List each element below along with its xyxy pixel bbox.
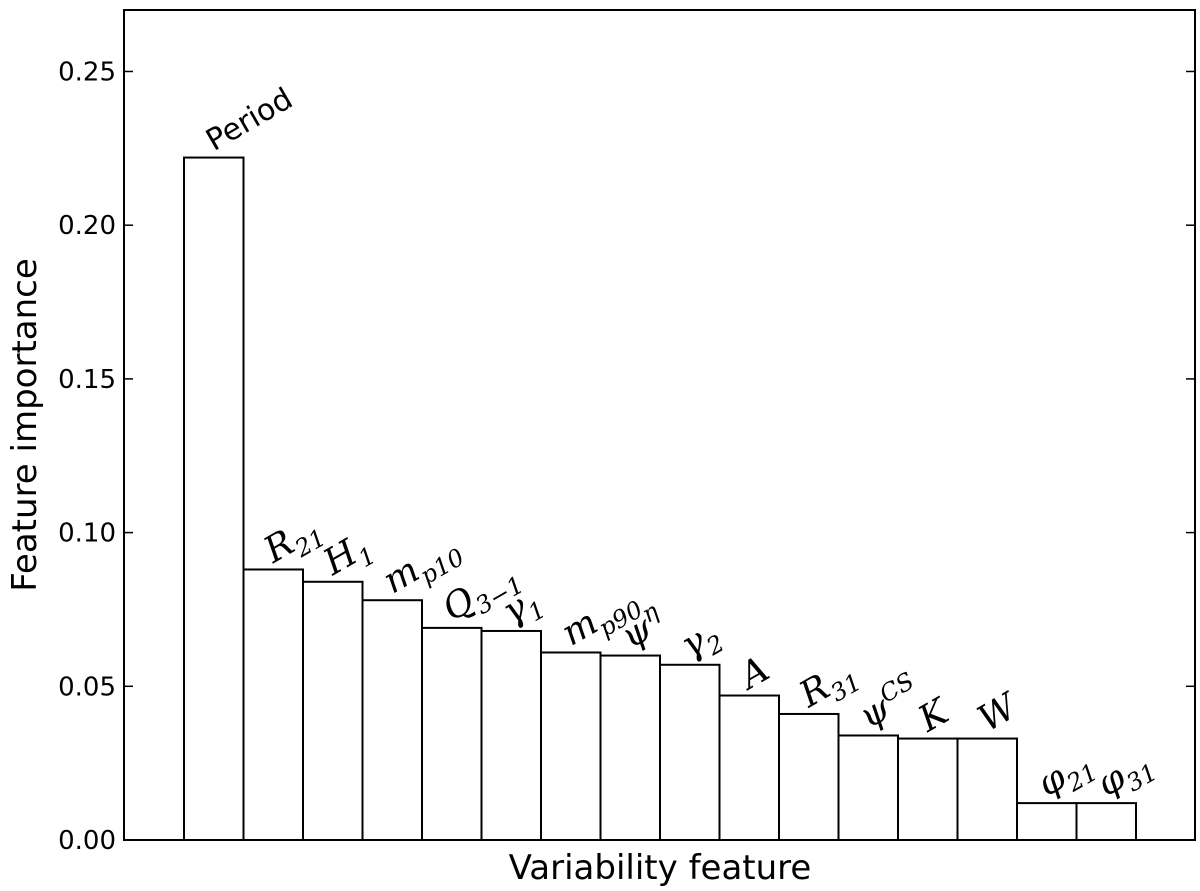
bar-2 bbox=[242, 568, 304, 842]
bar-11 bbox=[778, 712, 840, 841]
y-tick-label: 0.05 bbox=[58, 672, 116, 702]
bar-label-1: Period bbox=[200, 81, 299, 158]
bar-label-base: A bbox=[731, 649, 777, 699]
bar-label-base: W bbox=[971, 685, 1026, 741]
y-tick-label: 0.25 bbox=[58, 57, 116, 87]
bar-10 bbox=[718, 694, 780, 841]
plot-frame bbox=[123, 9, 1196, 841]
bar-label-base: Period bbox=[200, 81, 299, 158]
bar-label-9: γ2 bbox=[674, 613, 729, 672]
bar-16 bbox=[1075, 802, 1137, 841]
bar-1 bbox=[183, 156, 245, 842]
bar-12 bbox=[837, 734, 899, 842]
bar-7 bbox=[540, 651, 602, 842]
bar-label-3: H1 bbox=[316, 525, 381, 590]
bar-8 bbox=[599, 654, 661, 841]
bar-label-15: φ21 bbox=[1031, 742, 1103, 811]
bar-5 bbox=[421, 626, 483, 842]
bar-15 bbox=[1016, 802, 1078, 841]
y-axis-ticks: 0.00 0.05 0.10 0.15 0.20 0.25 bbox=[58, 57, 1195, 856]
bar-3 bbox=[302, 580, 364, 841]
bar-6 bbox=[480, 629, 542, 841]
bar-label-10: A bbox=[731, 649, 777, 699]
bar-9 bbox=[659, 663, 721, 841]
bar-label-2: R21 bbox=[256, 507, 330, 577]
bar-label-13: K bbox=[911, 690, 957, 741]
bar-14 bbox=[956, 737, 1018, 841]
bar-13 bbox=[897, 737, 959, 841]
bars-group bbox=[183, 156, 1137, 842]
bar-label-base: m bbox=[555, 602, 605, 655]
bar-label-14: W bbox=[971, 685, 1026, 741]
bar-label-base: K bbox=[911, 690, 957, 741]
y-axis-title: Feature importance bbox=[5, 258, 45, 592]
bar-label-base: m bbox=[376, 549, 426, 602]
x-axis-title: Variability feature bbox=[509, 848, 812, 888]
y-tick-label: 0.20 bbox=[58, 211, 116, 241]
bar-label-16: φ31 bbox=[1090, 742, 1162, 811]
y-tick-label: 0.10 bbox=[58, 519, 116, 549]
bar-label-11: R31 bbox=[792, 651, 866, 721]
y-tick-label: 0.15 bbox=[58, 365, 116, 395]
bar-4 bbox=[361, 599, 423, 841]
y-tick-label: 0.00 bbox=[58, 826, 116, 856]
